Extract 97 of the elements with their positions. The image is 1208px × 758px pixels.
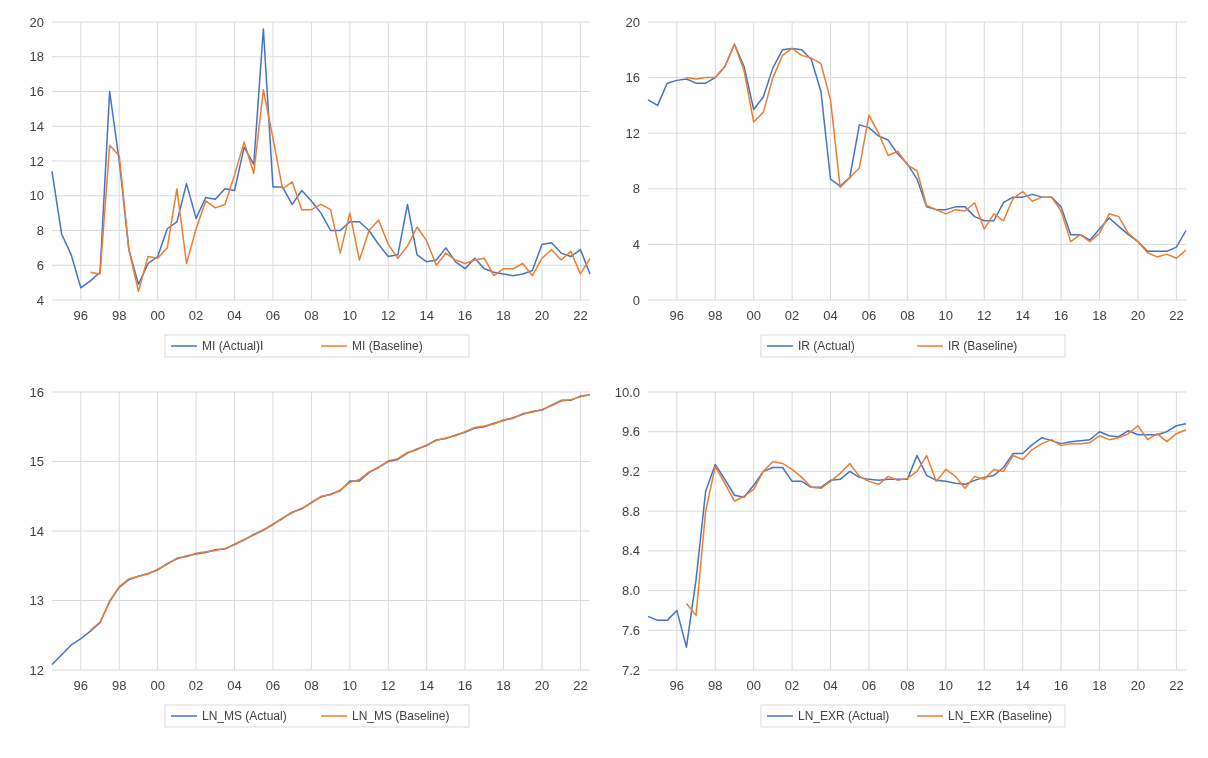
line-series	[685, 425, 1187, 617]
y-tick-label: 15	[29, 454, 44, 470]
y-tick-label: 20	[29, 14, 44, 30]
y-tick-label: 8	[632, 181, 640, 197]
x-tick-label: 08	[304, 678, 319, 693]
legend-label: MI (Actual)I	[202, 339, 264, 354]
x-tick-label: 04	[823, 308, 838, 323]
x-tick-label: 14	[1015, 678, 1030, 693]
x-tick-label: 04	[227, 308, 242, 323]
x-tick-label: 10	[342, 308, 358, 323]
y-tick-label: 9.2	[621, 463, 640, 479]
x-tick-label: 06	[265, 308, 281, 323]
x-tick-label: 12	[977, 308, 992, 323]
y-tick-label: 8.8	[621, 503, 640, 519]
x-tick-label: 98	[112, 678, 127, 693]
y-tick-label: 4	[632, 236, 640, 252]
y-tick-label: 8.4	[621, 543, 640, 559]
x-tick-label: 04	[227, 678, 242, 693]
x-tick-label: 10	[342, 678, 358, 693]
legend-label: IR (Baseline)	[948, 339, 1018, 354]
x-tick-label: 12	[977, 678, 992, 693]
y-tick-label: 12	[625, 125, 640, 141]
x-tick-label: 00	[746, 678, 761, 693]
y-tick-label: 18	[29, 49, 44, 65]
x-tick-label: 20	[1130, 678, 1146, 693]
x-tick-label: 04	[823, 678, 838, 693]
x-tick-label: 98	[708, 308, 723, 323]
legend-label: IR (Actual)	[798, 339, 855, 354]
x-tick-label: 14	[419, 678, 434, 693]
legend-label: MI (Baseline)	[352, 339, 423, 354]
legend-label: LN_EXR (Actual)	[798, 709, 890, 724]
x-tick-label: 06	[861, 308, 877, 323]
x-tick-label: 02	[188, 308, 204, 323]
x-tick-label: 96	[669, 308, 685, 323]
line-series	[647, 423, 1187, 648]
x-tick-label: 98	[708, 678, 723, 693]
x-tick-label: 08	[900, 678, 915, 693]
x-tick-label: 16	[457, 308, 473, 323]
x-tick-label: 10	[938, 678, 954, 693]
y-tick-label: 14	[29, 523, 44, 539]
line-series	[51, 28, 591, 289]
y-tick-label: 6	[36, 257, 44, 273]
x-tick-label: 18	[1092, 678, 1107, 693]
line-series	[89, 89, 591, 293]
y-tick-label: 0	[632, 292, 640, 308]
x-tick-label: 16	[457, 678, 473, 693]
y-tick-label: 7.6	[621, 622, 640, 638]
x-tick-label: 22	[1169, 678, 1184, 693]
y-tick-label: 9.6	[621, 424, 640, 440]
x-tick-label: 02	[188, 678, 204, 693]
y-tick-label: 13	[29, 593, 44, 609]
y-tick-label: 7.2	[621, 662, 640, 678]
x-tick-label: 20	[1130, 308, 1146, 323]
line-series	[89, 394, 591, 632]
y-tick-label: 16	[29, 84, 44, 100]
x-tick-label: 10	[938, 308, 954, 323]
y-tick-label: 8.0	[621, 583, 640, 599]
x-tick-label: 02	[784, 678, 800, 693]
x-tick-label: 00	[150, 678, 165, 693]
x-tick-label: 08	[900, 308, 915, 323]
x-tick-label: 18	[496, 678, 511, 693]
x-tick-label: 02	[784, 308, 800, 323]
x-tick-label: 18	[496, 308, 511, 323]
x-tick-label: 16	[1053, 308, 1069, 323]
x-tick-label: 06	[861, 678, 877, 693]
x-tick-label: 96	[73, 678, 89, 693]
x-tick-label: 14	[419, 308, 434, 323]
legend-label: LN_MS (Baseline)	[352, 709, 450, 724]
y-tick-label: 8	[36, 223, 44, 239]
y-tick-label: 12	[29, 662, 44, 678]
y-tick-label: 4	[36, 292, 44, 308]
y-tick-label: 16	[29, 384, 44, 400]
legend-label: LN_MS (Actual)	[202, 709, 287, 724]
y-tick-label: 14	[29, 118, 44, 134]
x-tick-label: 06	[265, 678, 281, 693]
y-tick-label: 16	[625, 70, 640, 86]
x-tick-label: 98	[112, 308, 127, 323]
x-tick-label: 18	[1092, 308, 1107, 323]
x-tick-label: 08	[304, 308, 319, 323]
x-tick-label: 00	[150, 308, 165, 323]
x-tick-label: 00	[746, 308, 761, 323]
x-tick-label: 20	[534, 678, 550, 693]
legend-label: LN_EXR (Baseline)	[948, 709, 1053, 724]
x-tick-label: 22	[573, 678, 588, 693]
y-tick-label: 10.0	[614, 384, 640, 400]
x-tick-label: 14	[1015, 308, 1030, 323]
y-tick-label: 20	[625, 14, 640, 30]
x-tick-label: 22	[573, 308, 588, 323]
y-tick-label: 10	[29, 188, 44, 204]
x-tick-label: 12	[381, 678, 396, 693]
x-tick-label: 96	[73, 308, 89, 323]
x-tick-label: 96	[669, 678, 685, 693]
x-tick-label: 22	[1169, 308, 1184, 323]
x-tick-label: 12	[381, 308, 396, 323]
x-tick-label: 20	[534, 308, 550, 323]
x-tick-label: 16	[1053, 678, 1069, 693]
y-tick-label: 12	[29, 153, 44, 169]
